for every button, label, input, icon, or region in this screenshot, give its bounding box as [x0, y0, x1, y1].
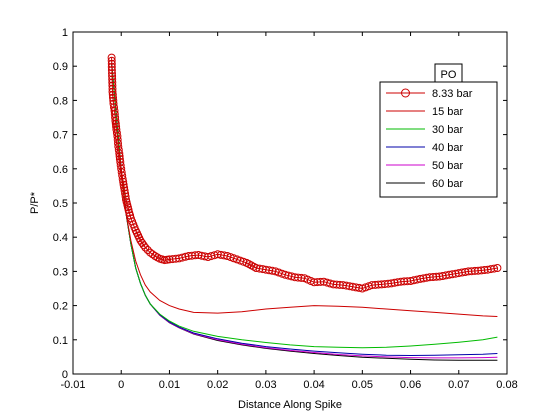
series-point	[118, 175, 127, 184]
series-point	[368, 281, 376, 290]
series-point	[396, 277, 405, 286]
series-point	[374, 280, 383, 289]
legend-label: 30 bar	[432, 124, 464, 136]
series-point	[108, 75, 117, 84]
y-tick-label: 0.4	[53, 232, 68, 244]
series-point	[329, 280, 338, 289]
series-point	[480, 266, 489, 274]
series-point	[384, 279, 393, 288]
y-axis-label: P/P*	[29, 191, 41, 214]
series-point	[429, 273, 438, 281]
x-tick-label: 0.04	[303, 379, 324, 391]
y-tick-label: 0.8	[53, 95, 68, 107]
series-point	[168, 255, 177, 264]
legend-label: 50 bar	[432, 160, 464, 172]
series-point	[490, 264, 499, 273]
series-point	[121, 192, 130, 201]
series-point	[107, 56, 116, 65]
series-point	[470, 266, 479, 275]
series-layer	[107, 53, 502, 361]
y-tick-label: 0.5	[53, 198, 68, 210]
series-point	[119, 180, 128, 189]
series-point	[107, 63, 116, 71]
y-tick-label: 0.2	[53, 301, 68, 313]
series-point	[108, 81, 117, 90]
series-point	[108, 78, 117, 87]
legend-label: 40 bar	[432, 142, 464, 154]
series-point	[200, 252, 209, 261]
legend-label: 8.33 bar	[432, 88, 473, 100]
series-point	[107, 66, 116, 75]
series-point	[111, 119, 120, 128]
legend-marker	[401, 88, 410, 98]
series-point	[332, 280, 341, 289]
y-tick-label: 0	[62, 369, 68, 381]
series-point	[108, 87, 117, 96]
series-point	[493, 264, 502, 272]
series-point	[120, 183, 129, 192]
series-point	[143, 246, 152, 254]
y-tick-label: 0.1	[53, 335, 68, 347]
legend-label: 15 bar	[432, 106, 464, 118]
x-tick-label: 0.08	[496, 379, 517, 391]
series-point	[108, 72, 117, 81]
legend: PO 8.33 bar 15 bar 30 bar 40 bar 50 bar 60 ba…	[379, 63, 498, 198]
y-tick-label: 1	[62, 27, 68, 39]
series-line	[111, 62, 498, 349]
series-point	[109, 93, 117, 102]
legend-entries: 8.33 bar 15 bar 30 bar 40 bar 50 bar 60 bar	[386, 88, 473, 190]
series-point	[107, 53, 116, 62]
series-point	[112, 122, 121, 131]
x-tick-label: 0.06	[400, 379, 421, 391]
x-tick-label: 0.01	[159, 379, 180, 391]
y-tick-label: 0.7	[53, 130, 68, 142]
series-point	[119, 177, 128, 186]
x-tick-label: 0.02	[207, 379, 228, 391]
series-point	[108, 84, 117, 93]
legend-box	[379, 81, 498, 198]
series-point	[115, 152, 124, 161]
series-point	[107, 59, 116, 68]
series-point	[461, 268, 470, 276]
x-tick-label: 0.07	[448, 379, 469, 391]
series-point	[432, 272, 441, 281]
y-tick-label: 0.9	[53, 61, 68, 73]
y-tick-label: 0.6	[53, 164, 68, 176]
tick-layer: -0.01 0 0.01 0.02 0.03 0.04 0.05 0.06 0.07 0.0800…	[53, 27, 518, 391]
series-point	[114, 146, 123, 154]
y-tick-label: 0.3	[53, 266, 68, 278]
series-point	[111, 116, 120, 125]
x-tick-label: 0.05	[352, 379, 373, 391]
series-point	[355, 283, 364, 292]
series-point	[139, 241, 148, 250]
x-tick-label: -0.01	[60, 379, 85, 391]
series-point	[371, 280, 380, 289]
series-point	[111, 113, 120, 122]
series-point	[477, 266, 486, 275]
x-tick-label: 0.03	[255, 379, 276, 391]
series-point	[118, 171, 127, 180]
series-point	[210, 251, 219, 260]
series-point	[109, 96, 118, 105]
legend-label: 60 bar	[432, 178, 464, 190]
series-point	[120, 186, 129, 195]
series-point	[108, 90, 117, 99]
series-point	[115, 155, 124, 164]
series-point	[310, 278, 319, 287]
series-point	[191, 251, 200, 260]
series-point	[121, 189, 130, 198]
series-point	[108, 69, 116, 78]
series-point	[115, 149, 124, 158]
series-point	[141, 243, 150, 252]
x-axis-label: Distance Along Spike	[238, 399, 342, 411]
series-point	[474, 266, 483, 275]
series-line	[111, 107, 498, 317]
x-tick-label: 0	[118, 379, 124, 391]
series-point	[393, 278, 402, 287]
legend-title: PO	[441, 69, 457, 81]
